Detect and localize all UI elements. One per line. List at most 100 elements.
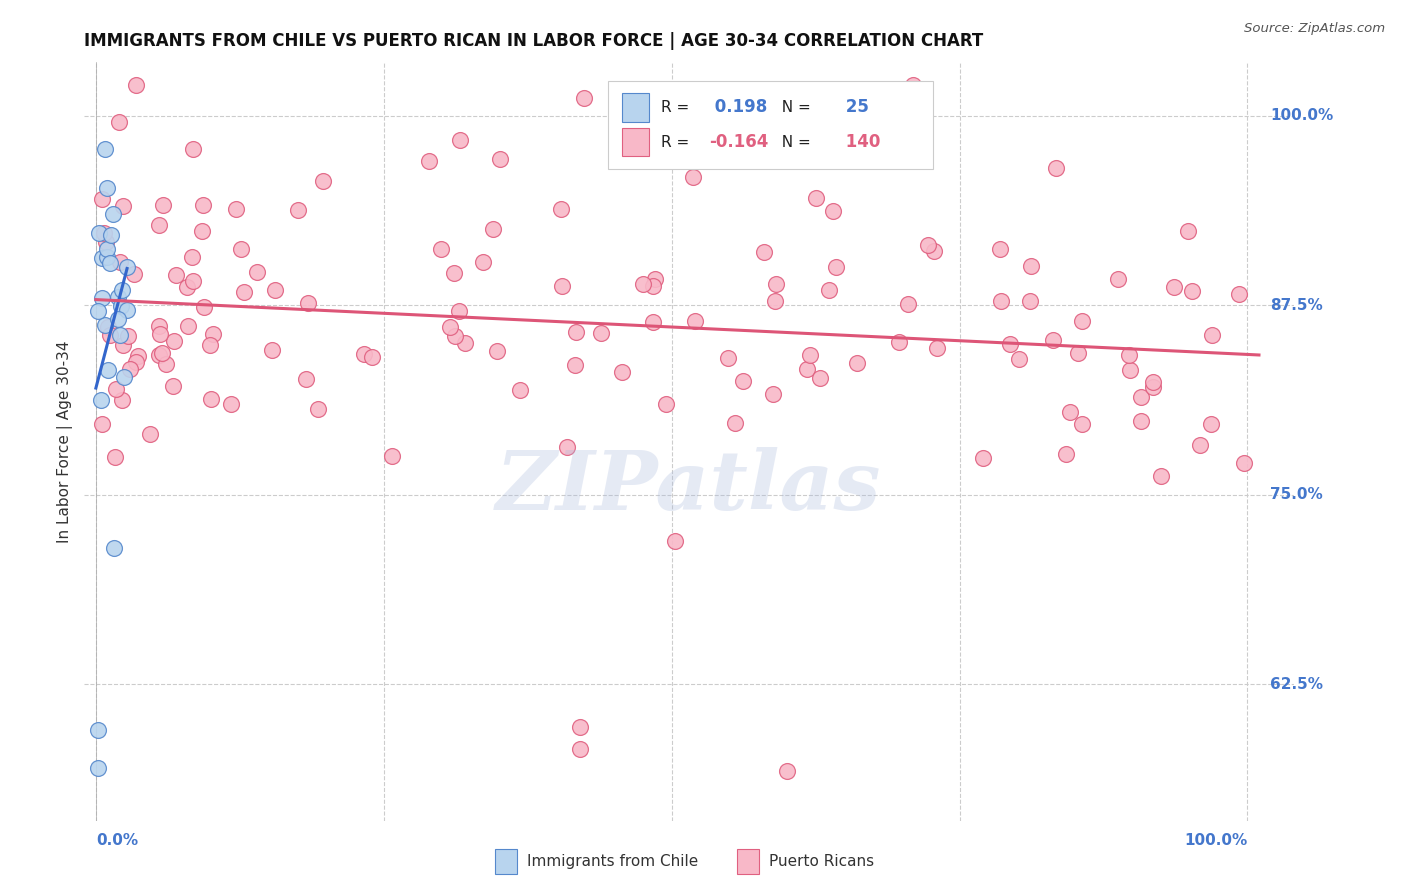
Point <box>111 392 134 407</box>
Point <box>295 372 318 386</box>
Point <box>754 244 776 259</box>
Point <box>381 449 404 463</box>
Point <box>94 318 117 332</box>
Bar <box>737 849 759 874</box>
Point <box>1045 161 1067 175</box>
Point <box>177 319 200 334</box>
Point <box>825 260 848 274</box>
Point <box>655 397 678 411</box>
Point <box>901 78 924 92</box>
Point <box>97 363 120 377</box>
Text: 25: 25 <box>841 98 869 116</box>
Point <box>193 300 215 314</box>
Point <box>574 91 596 105</box>
Point <box>763 294 786 309</box>
Point <box>200 392 222 406</box>
Point <box>112 370 135 384</box>
Point <box>111 199 134 213</box>
Bar <box>623 93 650 121</box>
Point <box>799 348 821 362</box>
Point <box>190 224 212 238</box>
Text: 140: 140 <box>841 133 880 151</box>
Text: Immigrants from Chile: Immigrants from Chile <box>527 854 699 869</box>
Point <box>568 742 591 756</box>
Point <box>1070 314 1092 328</box>
Point <box>551 278 574 293</box>
Point <box>418 154 440 169</box>
Point <box>93 226 115 240</box>
Point <box>724 416 747 430</box>
Point <box>111 283 134 297</box>
Point <box>610 365 633 379</box>
Point <box>564 358 586 372</box>
Point <box>87 723 110 737</box>
Point <box>98 327 121 342</box>
Point <box>762 386 785 401</box>
Point <box>98 255 121 269</box>
Point <box>108 114 131 128</box>
Point <box>509 384 531 398</box>
Point <box>152 197 174 211</box>
Point <box>107 311 129 326</box>
Point <box>90 392 112 407</box>
Point <box>1201 327 1223 342</box>
Text: N =: N = <box>772 100 815 115</box>
Point <box>180 250 202 264</box>
Point <box>897 297 920 311</box>
Point <box>641 278 664 293</box>
Point <box>447 304 470 318</box>
Point <box>176 279 198 293</box>
Point <box>150 346 173 360</box>
Point <box>1150 469 1173 483</box>
Text: -0.164: -0.164 <box>710 133 769 151</box>
Text: IMMIGRANTS FROM CHILE VS PUERTO RICAN IN LABOR FORCE | AGE 30-34 CORRELATION CHA: IMMIGRANTS FROM CHILE VS PUERTO RICAN IN… <box>84 32 984 50</box>
Point <box>796 361 818 376</box>
Point <box>101 207 124 221</box>
Point <box>1199 417 1222 431</box>
Point <box>96 250 118 264</box>
Point <box>846 356 869 370</box>
Point <box>763 147 786 161</box>
Point <box>1119 362 1142 376</box>
Point <box>90 417 112 432</box>
Point <box>631 277 654 291</box>
Point <box>100 227 122 242</box>
Point <box>808 371 831 385</box>
Point <box>263 283 285 297</box>
Point <box>125 78 148 92</box>
Point <box>568 720 591 734</box>
Point <box>717 351 740 365</box>
Bar <box>623 128 650 156</box>
Point <box>103 541 125 555</box>
Point <box>90 291 112 305</box>
Text: N =: N = <box>772 135 815 150</box>
Point <box>104 450 127 464</box>
Point <box>449 133 471 147</box>
Point <box>1142 380 1164 394</box>
Point <box>664 533 686 548</box>
Point <box>191 198 214 212</box>
Text: R =: R = <box>661 100 695 115</box>
Point <box>776 764 799 778</box>
Point <box>125 355 148 369</box>
Point <box>1142 375 1164 389</box>
Point <box>115 260 138 275</box>
Text: 100.0%: 100.0% <box>1271 108 1334 123</box>
Point <box>454 335 477 350</box>
Point <box>555 441 578 455</box>
Point <box>1118 348 1140 362</box>
Point <box>430 242 453 256</box>
Point <box>262 343 284 357</box>
Point <box>108 254 131 268</box>
Point <box>110 299 132 313</box>
Point <box>117 329 139 343</box>
Point <box>87 304 110 318</box>
Point <box>229 243 252 257</box>
Text: Source: ZipAtlas.com: Source: ZipAtlas.com <box>1244 22 1385 36</box>
Point <box>297 295 319 310</box>
Point <box>115 303 138 318</box>
Text: ZIPatlas: ZIPatlas <box>496 447 882 527</box>
Point <box>1107 272 1129 286</box>
Point <box>488 152 510 166</box>
Text: 100.0%: 100.0% <box>1184 833 1247 847</box>
